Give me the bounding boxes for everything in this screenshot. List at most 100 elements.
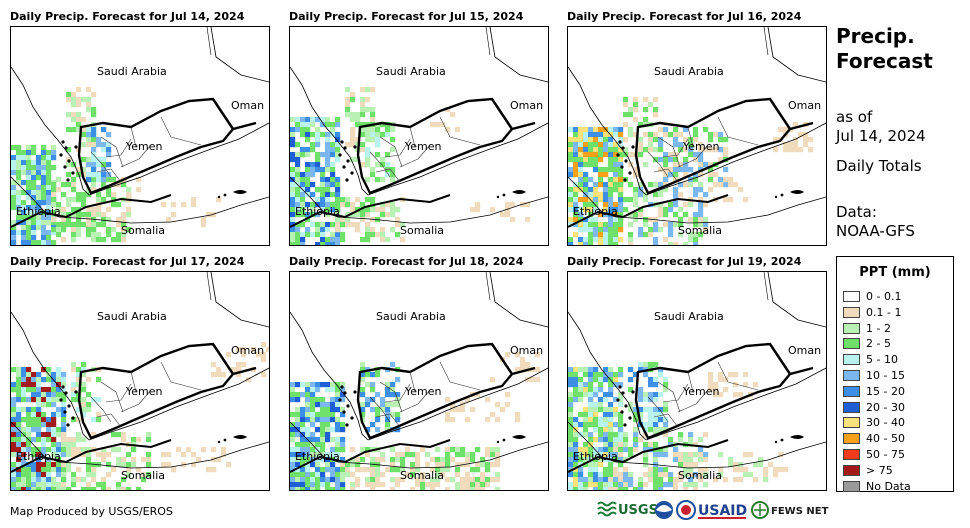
legend-swatch [843, 449, 860, 460]
legend-swatch [843, 433, 860, 445]
yemen-label: Yemen [682, 385, 720, 398]
legend-label: 50 - 75 [866, 448, 905, 461]
yemen-border [356, 342, 514, 440]
noaa-logo [655, 501, 673, 519]
governorate-lines [90, 361, 202, 428]
panel-title-6: Daily Precip. Forecast for Jul 19, 2024 [567, 255, 802, 268]
map-panel-6: Saudi Arabia Oman Yemen Ethiopia Somalia [567, 271, 827, 491]
governorate-lines [647, 361, 759, 428]
legend-swatch [843, 480, 860, 492]
legend-label: > 75 [866, 463, 893, 477]
forecast-title-line2: Forecast [836, 49, 933, 73]
usgs-text: USGS [618, 503, 658, 518]
borders [568, 27, 826, 224]
oman-label: Oman [231, 344, 264, 357]
legend-title: PPT (mm) [859, 265, 931, 280]
yemen-border [634, 342, 792, 440]
saudi-label: Saudi Arabia [654, 310, 724, 323]
borders [290, 27, 548, 224]
legend-swatch [843, 417, 860, 429]
legend-label: 0.1 - 1 [866, 305, 902, 319]
ppt-legend: PPT (mm) 0 - 0.1 0.1 - 1 1 - 2 2 - 5 5 - 10 1… [836, 256, 954, 493]
legend-label: 2 - 5 [866, 337, 891, 351]
map-panel-5: Saudi Arabia Oman Yemen Ethiopia Somalia [289, 271, 549, 491]
yemen-label: Yemen [125, 385, 163, 398]
panel-title-1: Daily Precip. Forecast for Jul 14, 2024 [10, 10, 245, 23]
yemen-border [356, 97, 514, 195]
fewsnet-logo: FEWS NET [751, 501, 829, 519]
legend-item: 2 - 5 [843, 337, 891, 350]
horn-border [568, 194, 729, 228]
yemen-label: Yemen [404, 140, 442, 153]
somalia-label: Somalia [400, 224, 444, 237]
ethiopia-label: Ethiopia [573, 205, 618, 218]
legend-swatch [843, 354, 860, 366]
map-panel-3: Saudi Arabia Oman Yemen Ethiopia Somalia [567, 26, 827, 246]
ethiopia-label: Ethiopia [16, 205, 61, 218]
map-panel-2: Saudi Arabia Oman Yemen Ethiopia Somalia [289, 26, 549, 246]
islands [616, 140, 804, 199]
ethiopia-label: Ethiopia [295, 205, 340, 218]
usaid-text: USAID [698, 503, 747, 519]
legend-item: 30 - 40 [843, 416, 905, 429]
ethiopia-label: Ethiopia [295, 450, 340, 463]
legend-label: 5 - 10 [866, 353, 898, 367]
horn-border [568, 439, 729, 473]
governorate-lines [369, 116, 481, 183]
oman-label: Oman [788, 99, 821, 112]
oman-label: Oman [788, 344, 821, 357]
oman-label: Oman [510, 99, 543, 112]
legend-label: 20 - 30 [866, 400, 905, 414]
yemen-label: Yemen [682, 140, 720, 153]
governorate-lines [90, 116, 202, 183]
borders [11, 272, 269, 469]
data-source: NOAA-GFS [836, 222, 915, 240]
map-canvas: Saudi Arabia Oman Yemen Ethiopia Somalia [11, 272, 269, 490]
saudi-label: Saudi Arabia [376, 65, 446, 78]
oman-label: Oman [231, 99, 264, 112]
panel-title-4: Daily Precip. Forecast for Jul 17, 2024 [10, 255, 245, 268]
governorate-lines [647, 116, 759, 183]
somalia-label: Somalia [400, 469, 444, 482]
saudi-label: Saudi Arabia [97, 310, 167, 323]
horn-border [11, 439, 172, 473]
legend-swatch [843, 291, 860, 302]
islands [616, 385, 804, 444]
panel-title-3: Daily Precip. Forecast for Jul 16, 2024 [567, 10, 802, 23]
precip-cells [290, 352, 541, 490]
map-credit: Map Produced by USGS/EROS [10, 505, 173, 518]
governorate-lines [369, 361, 481, 428]
usgs-logo: USGS [597, 501, 658, 518]
borders [568, 272, 826, 469]
legend-item: 0.1 - 1 [843, 306, 901, 319]
totals-label: Daily Totals [836, 157, 922, 175]
legend-item: 1 - 2 [843, 322, 891, 335]
ethiopia-label: Ethiopia [573, 450, 618, 463]
legend-swatch [843, 338, 860, 350]
agency-logos: USGS USAID FEWS NET [597, 500, 829, 520]
islands [59, 385, 247, 444]
borders [11, 27, 269, 224]
borders [290, 272, 548, 469]
legend-label: 40 - 50 [866, 432, 905, 446]
precip-cells [568, 362, 789, 490]
forecast-title-line1: Precip. [836, 24, 915, 48]
somalia-label: Somalia [121, 224, 165, 237]
precip-cells [11, 342, 269, 490]
legend-item: 10 - 15 [843, 369, 905, 382]
map-panel-1: Saudi Arabia Oman Yemen Ethiopia Somalia [10, 26, 270, 246]
oman-label: Oman [510, 344, 543, 357]
legend-swatch [843, 464, 860, 476]
legend-label: 1 - 2 [866, 321, 891, 335]
yemen-label: Yemen [404, 385, 442, 398]
somalia-label: Somalia [678, 469, 722, 482]
legend-label: 0 - 0.1 [866, 290, 902, 303]
legend-label: No Data [866, 479, 911, 493]
panel-title-5: Daily Precip. Forecast for Jul 18, 2024 [289, 255, 524, 268]
saudi-label: Saudi Arabia [376, 310, 446, 323]
map-canvas: Saudi Arabia Oman Yemen Ethiopia Somalia [290, 272, 548, 490]
legend-label: 10 - 15 [866, 369, 905, 382]
yemen-border [77, 97, 235, 195]
yemen-border [634, 97, 792, 195]
legend-swatch [843, 385, 860, 397]
